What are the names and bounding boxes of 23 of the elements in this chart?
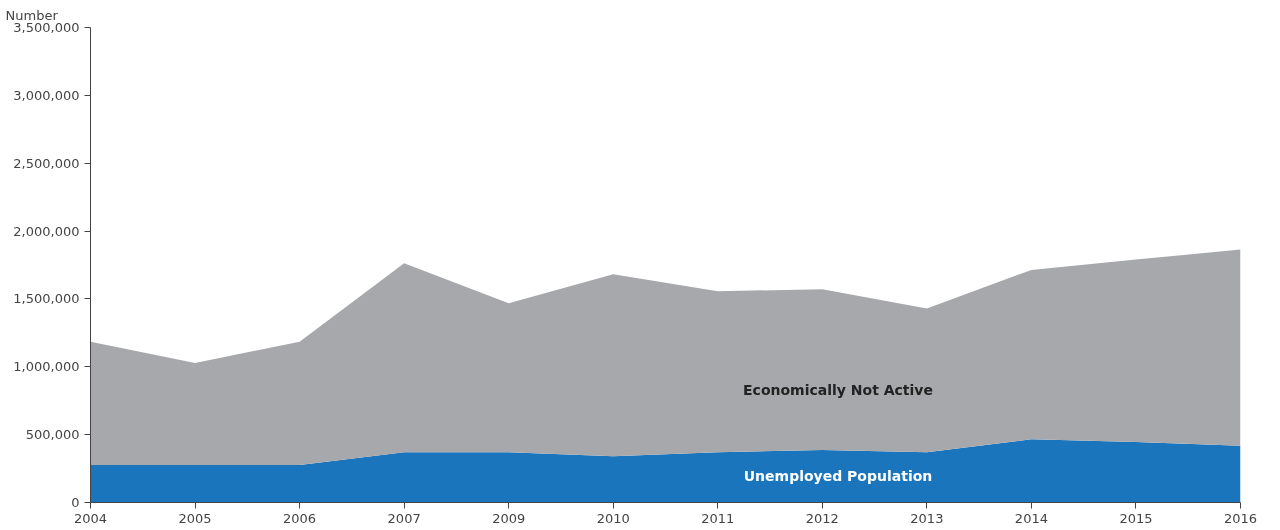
y-tick-label: 0 — [71, 495, 80, 510]
y-tick-label: 500,000 — [25, 427, 80, 443]
x-tick-label: 2004 — [73, 510, 108, 526]
x-tick-label: 2014 — [1014, 510, 1048, 526]
x-tick-label: 2009 — [492, 510, 526, 526]
x-tick-label: 2013 — [910, 510, 944, 526]
x-tick-label: 2005 — [178, 510, 212, 526]
x-tick-label: 2007 — [387, 510, 421, 526]
x-tick-label: 2016 — [1223, 510, 1258, 526]
x-tick-label: 2012 — [805, 510, 839, 526]
x-tick-label: 2010 — [596, 510, 630, 526]
y-tick-label: 2,500,000 — [13, 155, 80, 171]
y-tick-label: 3,000,000 — [13, 87, 80, 103]
y-tick-label: 1,500,000 — [13, 291, 80, 307]
series-label: Unemployed Population — [743, 468, 933, 485]
series-label: Economically Not Active — [743, 381, 933, 398]
y-tick-label: 3,500,000 — [13, 20, 80, 35]
y-axis-title: Number — [5, 7, 59, 23]
x-tick-label: 2015 — [1119, 510, 1153, 526]
y-tick-label: 1,000,000 — [13, 359, 80, 375]
x-tick-label: 2006 — [283, 510, 317, 526]
x-tick-label: 2011 — [701, 510, 735, 526]
y-tick-label: 2,000,000 — [13, 223, 80, 239]
